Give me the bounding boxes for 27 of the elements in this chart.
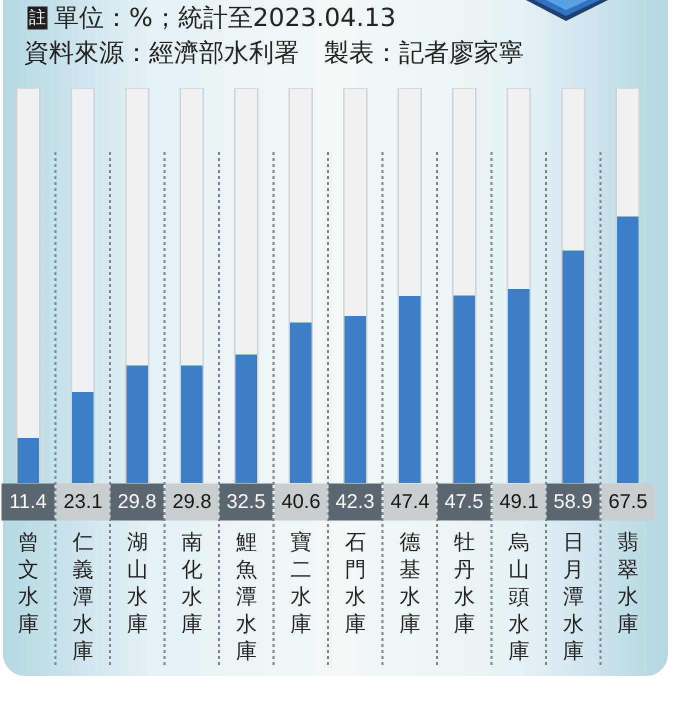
data-label: 29.8 <box>118 491 156 513</box>
x-tick-label: 德基水庫 <box>399 530 420 636</box>
data-label: 23.1 <box>64 491 102 513</box>
data-label: 49.1 <box>500 491 538 513</box>
data-label: 47.4 <box>390 491 430 513</box>
data-label: 29.8 <box>172 491 212 513</box>
data-label: 32.5 <box>226 491 266 513</box>
text: 註 <box>29 8 46 28</box>
data-label: 58.9 <box>554 491 592 513</box>
data-label: 42.3 <box>336 491 374 513</box>
x-tick-label: 曾文水庫 <box>18 530 39 636</box>
x-tick-label: 日月潭水庫 <box>562 530 584 664</box>
x-tick-label: 湖山水庫 <box>126 530 148 636</box>
data-label: 40.6 <box>282 491 320 513</box>
data-label: 67.5 <box>608 491 648 513</box>
x-tick-label: 烏山頭水庫 <box>507 530 530 664</box>
data-label: 47.5 <box>444 491 484 513</box>
x-tick-label: 牡丹水庫 <box>454 530 475 636</box>
x-tick-label: 翡翠水庫 <box>617 530 638 636</box>
x-tick-label: 鯉魚潭水庫 <box>236 530 257 664</box>
x-tick-label: 石門水庫 <box>344 530 366 636</box>
x-tick-label: 南化水庫 <box>181 530 202 636</box>
source-note: 資料來源：經濟部水利署 製表：記者廖家寧 <box>24 38 524 67</box>
x-tick-label: 仁義潭水庫 <box>71 530 94 664</box>
text: 單位：%；統計至2023.04.13 <box>54 3 396 32</box>
data-label: 11.4 <box>9 491 47 513</box>
x-tick-label: 寶二水庫 <box>290 530 312 636</box>
